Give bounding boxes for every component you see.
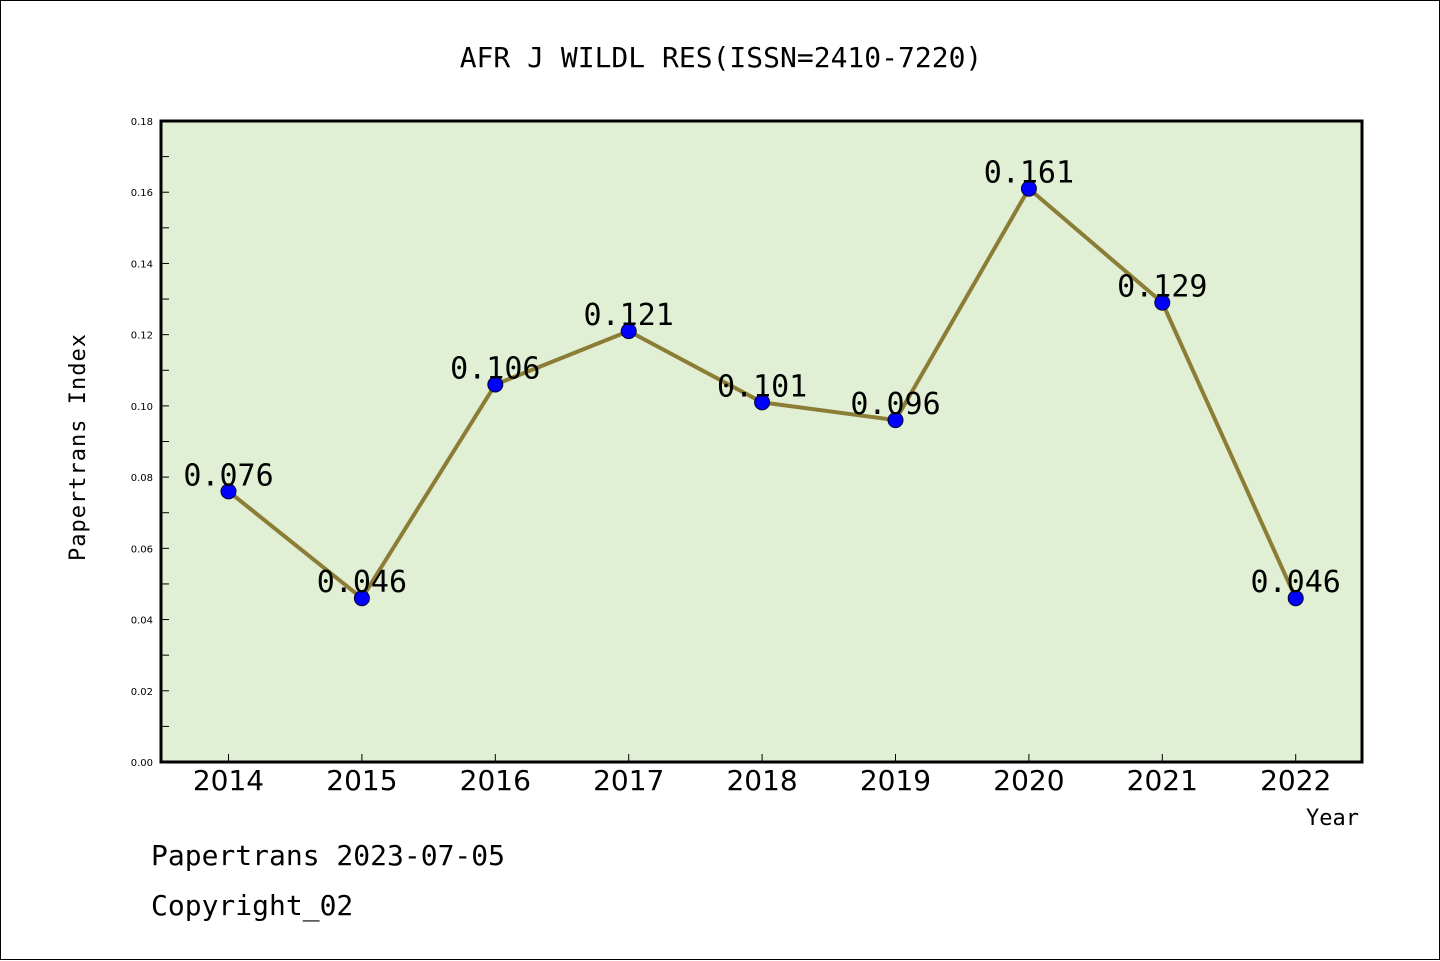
- data-label: 0.076: [183, 458, 273, 493]
- data-point: [887, 412, 904, 429]
- y-tick-label: 0.00: [131, 758, 153, 769]
- data-point: [220, 483, 237, 500]
- data-point: [1287, 590, 1304, 607]
- data-label: 0.161: [984, 156, 1074, 191]
- data-point: [487, 376, 504, 393]
- data-label-group: 0.076 0.046 0.106 0.121 0.101 0.096 0.161 0.129…: [183, 156, 1341, 601]
- x-tick-label: 2020: [993, 764, 1064, 797]
- x-axis-label: Year: [1306, 806, 1359, 831]
- y-tick-label: 0.18: [131, 117, 153, 128]
- data-label: 0.046: [317, 565, 407, 600]
- y-tick-label: 0.04: [131, 616, 153, 627]
- x-tick-label: 2019: [860, 764, 931, 797]
- y-tick-label: 0.02: [131, 687, 153, 698]
- y-tick-label: 0.16: [131, 188, 153, 199]
- data-point: [1020, 180, 1037, 197]
- x-tick-label: 2014: [193, 764, 264, 797]
- data-label: 0.101: [717, 369, 807, 404]
- x-tick-label: 2022: [1260, 764, 1331, 797]
- y-axis-label: Papertrans Index: [66, 333, 91, 561]
- data-label: 0.096: [850, 387, 940, 422]
- data-point: [1154, 294, 1171, 311]
- y-tick-label: 0.12: [131, 331, 153, 342]
- data-point: [754, 394, 771, 411]
- footer-date: Papertrans 2023-07-05: [151, 839, 505, 872]
- data-point: [353, 590, 370, 607]
- series-line-group: [220, 180, 1304, 607]
- data-label: 0.121: [584, 298, 674, 333]
- data-label: 0.129: [1117, 270, 1207, 305]
- x-tick-label: 2017: [593, 764, 664, 797]
- x-tick-label: 2018: [726, 764, 797, 797]
- y-tick-label: 0.10: [131, 402, 153, 413]
- data-label: 0.046: [1251, 565, 1341, 600]
- footer-copyright: Copyright_02: [151, 889, 353, 923]
- data-point: [620, 323, 637, 340]
- y-tick-label: 0.06: [131, 544, 153, 555]
- x-tick-label: 2016: [460, 764, 531, 797]
- data-label: 0.106: [450, 352, 540, 387]
- y-tick-label: 0.08: [131, 473, 153, 484]
- y-tick-label: 0.14: [131, 259, 153, 270]
- x-tick-label: 2021: [1127, 764, 1198, 797]
- y-axis-ticks: 0.00 0.02 0.04 0.06 0.08 0.10 0.12 0.14 0.16 0.18: [131, 117, 169, 769]
- chart-title: AFR J WILDL RES(ISSN=2410-7220): [460, 41, 983, 74]
- x-axis-ticks: 2014 2015 2016 2017 2018 2019 2020 2021 2022: [193, 754, 1331, 797]
- plot-area: [159, 119, 1364, 764]
- x-tick-label: 2015: [326, 764, 397, 797]
